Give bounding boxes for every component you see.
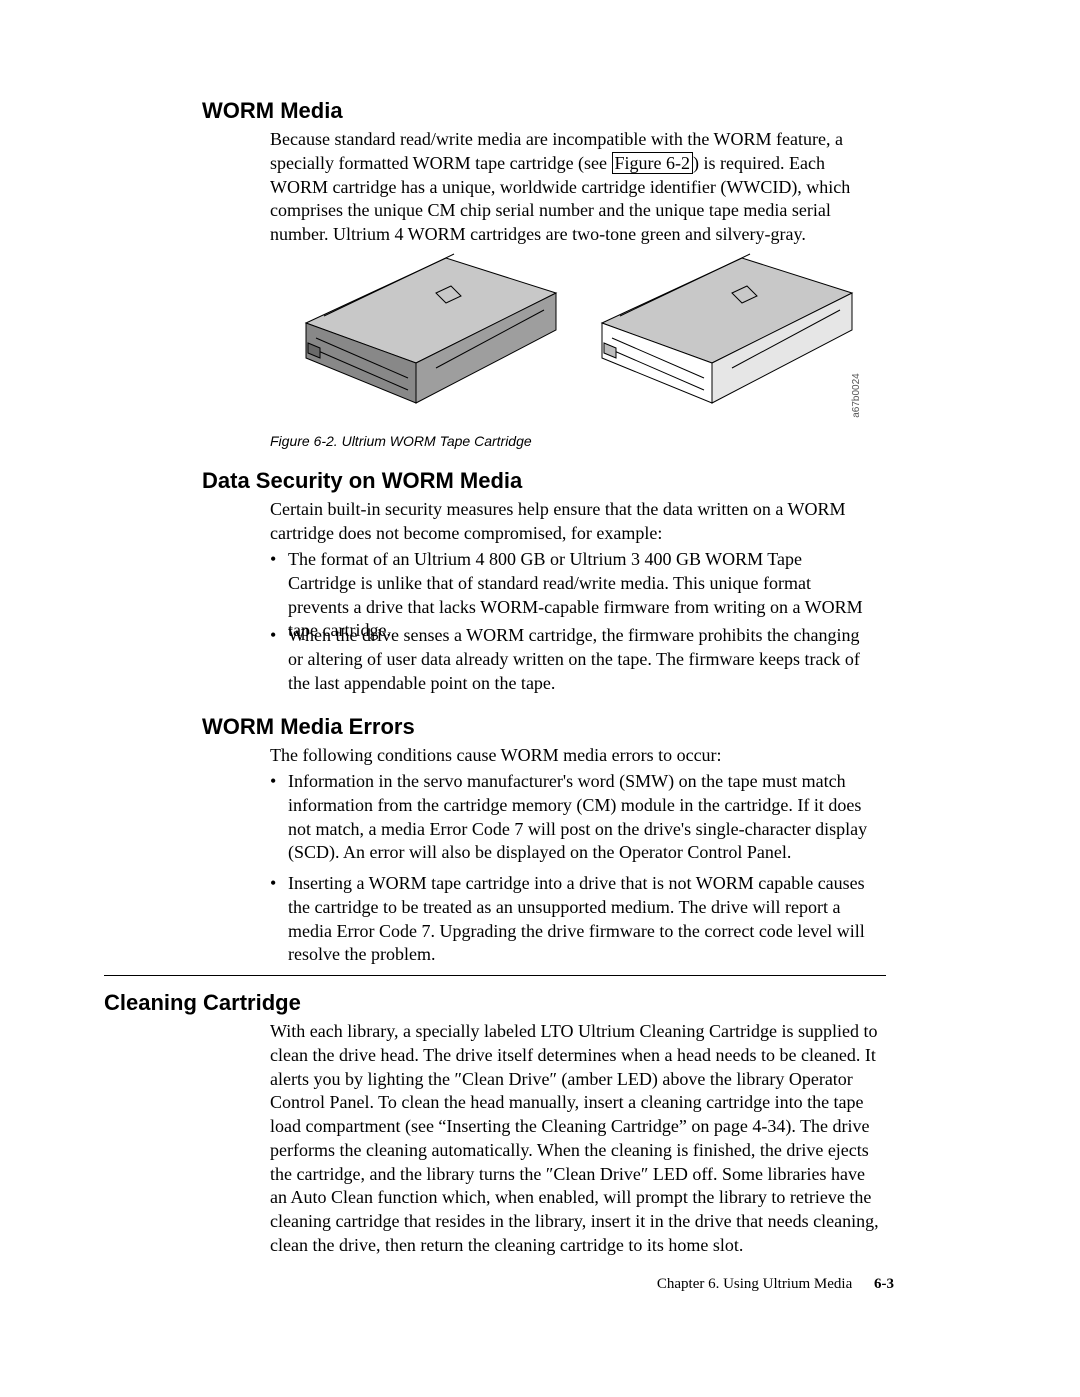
heading-cleaning-cartridge: Cleaning Cartridge: [104, 990, 301, 1016]
worm-errors-bullet-1: • Information in the servo manufacturer'…: [270, 770, 870, 865]
figure-6-2-link[interactable]: Figure 6-2: [612, 152, 694, 174]
figure-6-2-caption: Figure 6-2. Ultrium WORM Tape Cartridge: [270, 433, 532, 449]
bullet-dot: •: [270, 872, 288, 967]
page: WORM Media Because standard read/write m…: [0, 0, 1080, 1397]
page-footer: Chapter 6. Using Ultrium Media 6-3: [634, 1276, 894, 1293]
footer-page-number: 6-3: [874, 1276, 894, 1292]
figure-side-label: a67b0024: [851, 373, 862, 418]
bullet-text: Information in the servo manufacturer's …: [288, 770, 870, 865]
bullet-text: When the drive senses a WORM cartridge, …: [288, 624, 870, 695]
data-security-bullet-2: • When the drive senses a WORM cartridge…: [270, 624, 870, 695]
bullet-text: Inserting a WORM tape cartridge into a d…: [288, 872, 870, 967]
bullet-dot: •: [270, 770, 288, 865]
heading-worm-media: WORM Media: [202, 98, 343, 124]
bullet-dot: •: [270, 624, 288, 695]
heading-worm-errors: WORM Media Errors: [202, 714, 415, 740]
data-security-paragraph: Certain built-in security measures help …: [270, 498, 860, 546]
section-divider: [104, 975, 886, 976]
cartridge-figure-svg: [286, 238, 862, 424]
footer-chapter: Chapter 6. Using Ultrium Media: [657, 1276, 852, 1292]
worm-errors-paragraph: The following conditions cause WORM medi…: [270, 744, 870, 768]
worm-errors-bullet-2: • Inserting a WORM tape cartridge into a…: [270, 872, 870, 967]
worm-media-paragraph: Because standard read/write media are in…: [270, 128, 880, 247]
cleaning-cartridge-paragraph: With each library, a specially labeled L…: [270, 1020, 880, 1258]
heading-data-security: Data Security on WORM Media: [202, 468, 522, 494]
figure-6-2: [286, 238, 862, 424]
